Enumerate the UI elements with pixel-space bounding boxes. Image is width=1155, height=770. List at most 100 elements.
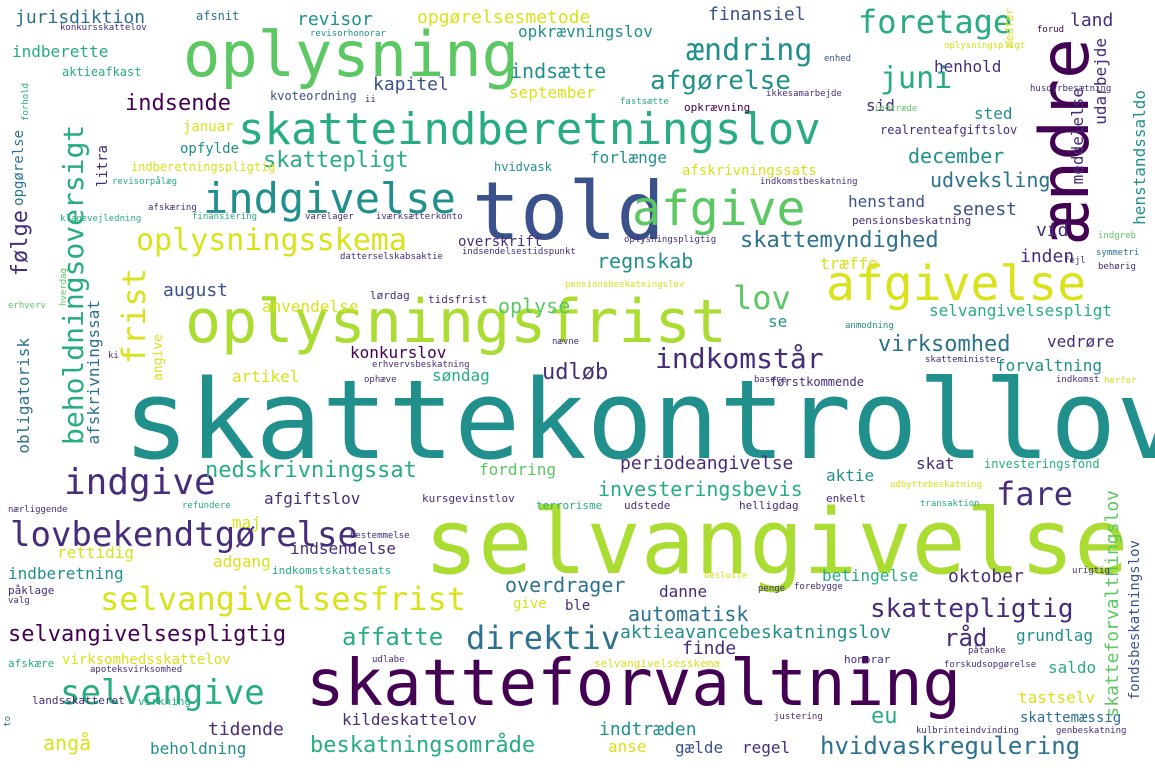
word-afgivelse: afgivelse xyxy=(826,256,1087,312)
word-grundlag: grundlag xyxy=(1016,626,1094,645)
word-folge: følge xyxy=(8,210,33,277)
word-terrorisme: terrorisme xyxy=(536,499,603,512)
word-told: told xyxy=(472,165,665,258)
word-artikel: artikel xyxy=(232,367,300,386)
word-naerliggende: nærliggende xyxy=(8,505,68,515)
word-oplyse: oplyse xyxy=(498,294,571,318)
word-forebygge: forebygge xyxy=(794,582,843,592)
word-direktiv: direktiv xyxy=(466,619,621,657)
word-meddelelse: meddelelse xyxy=(1068,88,1087,185)
word-naevne: nævne xyxy=(552,337,580,347)
word-apoteksvirksomhed: apoteksvirksomhed xyxy=(90,665,183,675)
word-nedskrivningssat: nedskrivningssat xyxy=(205,458,417,483)
word-landsskatteret: landsskatteret xyxy=(32,694,125,707)
word-indkomstar: indkomstår xyxy=(655,342,824,375)
word-transaktion: transaktion xyxy=(920,499,980,509)
word-klagevejledning: klagevejledning xyxy=(60,214,142,224)
word-inden: inden xyxy=(1020,246,1075,267)
word-finansiering: finansiering xyxy=(192,212,258,222)
word-skattekontrollov: skattekontrollov xyxy=(123,356,1155,484)
word-refundere: refundere xyxy=(182,501,231,511)
word-eu: eu xyxy=(871,704,898,729)
word-fejl: fejl xyxy=(1064,256,1086,266)
word-forud: forud xyxy=(1037,25,1065,35)
word-symmetri: symmetri xyxy=(1096,248,1140,258)
word-henstand: henstand xyxy=(848,192,926,211)
word-beskatningsomrade: beskatningsområde xyxy=(310,733,536,758)
word-aendring: ændring xyxy=(686,33,813,68)
word-september: september xyxy=(509,83,596,102)
word-oplysningspligt: oplysningspligt xyxy=(944,41,1026,51)
word-angive: angive xyxy=(151,334,166,381)
word-enhed: enhed xyxy=(824,54,852,64)
word-maj: maj xyxy=(232,513,261,532)
word-basere: basere xyxy=(754,375,787,385)
word-give: give xyxy=(513,596,547,612)
word-selvangivelsespligtig: selvangivelsespligtig xyxy=(8,622,287,647)
word-virksomhed: virksomhed xyxy=(878,332,1011,357)
word-udlob: udløb xyxy=(542,360,609,385)
word-valg: valg xyxy=(8,596,30,606)
word-finde: finde xyxy=(682,638,737,659)
word-pensionsbeskatningslov: pensionsbeskatningslov xyxy=(565,280,685,290)
word-forstkommende: førstkommende xyxy=(770,375,864,389)
word-afskaering: afskæring xyxy=(148,203,197,213)
word-land: land xyxy=(1070,10,1114,31)
word-urigtig: urigtig xyxy=(1072,566,1110,576)
word-overskrift: overskrift xyxy=(458,234,543,250)
word-oktober: oktober xyxy=(948,566,1024,587)
word-revisor: revisor xyxy=(297,9,373,30)
word-lovbekendtgorelse: lovbekendtgørelse xyxy=(10,515,358,555)
word-afskrivningssats: afskrivningssats xyxy=(682,163,817,179)
word-anvendelse: anvendelse xyxy=(262,297,359,316)
word-kursgevinstlov: kursgevinstlov xyxy=(422,492,515,505)
word-oplysning: oplysning xyxy=(183,18,519,91)
word-virksomhedsskattelov: virksomhedsskattelov xyxy=(62,652,231,668)
word-justering: justering xyxy=(774,712,823,722)
word-indkomst: indkomst xyxy=(1056,375,1100,385)
word-periodeangivelse: periodeangivelse xyxy=(620,453,794,474)
word-indtraede: indtræde xyxy=(874,104,918,114)
word-adgang: adgang xyxy=(213,552,271,571)
word-skat: skat xyxy=(916,454,955,473)
word-opgorelse: opgørelse xyxy=(11,130,27,206)
word-honorar: honorar xyxy=(844,653,891,666)
word-afgiftslov: afgiftslov xyxy=(264,489,361,508)
word-kvoteordning: kvoteordning xyxy=(270,89,357,103)
word-indgreb: indgreb xyxy=(1098,231,1136,241)
word-udarbejde: udarbejde xyxy=(1091,38,1110,125)
word-forvaltning: forvaltning xyxy=(996,356,1102,375)
word-sondag: søndag xyxy=(432,366,490,385)
word-pensionsbeskatning: pensionsbeskatning xyxy=(852,214,972,227)
word-juni: juni xyxy=(880,61,953,96)
word-beslutte: beslutte xyxy=(704,571,748,581)
word-december: december xyxy=(908,144,1005,168)
word-vid: vid xyxy=(1036,220,1069,241)
word-anse: anse xyxy=(608,737,647,756)
word-affatte: affatte xyxy=(342,623,444,651)
word-indsende: indsende xyxy=(125,91,231,116)
word-hvidvaskregulering: hvidvaskregulering xyxy=(820,732,1081,760)
word-indsendelsestidspunkt: indsendelsestidspunkt xyxy=(462,247,576,257)
word-indtraeden: indtræden xyxy=(599,719,697,740)
word-fordring: fordring xyxy=(479,460,557,479)
word-selvangivelsespligt: selvangivelsespligt xyxy=(929,301,1113,320)
word-selvangive: selvangive xyxy=(60,673,265,713)
word-anga: angå xyxy=(43,731,92,755)
word-indsaette: indsætte xyxy=(510,59,607,83)
word-skatteminister: skatteminister xyxy=(925,355,1001,365)
word-sted: sted xyxy=(974,104,1013,123)
word-henhold: henhold xyxy=(934,57,1002,76)
word-obligatorisk: obligatorisk xyxy=(14,338,33,454)
word-august: august xyxy=(163,280,229,301)
word-danne: danne xyxy=(659,582,708,601)
word-tidende: tidende xyxy=(208,719,284,740)
word-afsnit: afsnit xyxy=(196,9,240,23)
word-lov: lov xyxy=(733,279,791,317)
word-udlabe: udlabe xyxy=(372,655,405,665)
word-husdyrbesaetning: husdyrbesætning xyxy=(1030,84,1112,94)
word-fastsaette: fastsætte xyxy=(620,97,669,107)
word-henstandssaldo: henstandssaldo xyxy=(1130,90,1149,225)
word-jurisdiktion: jurisdiktion xyxy=(15,7,146,28)
